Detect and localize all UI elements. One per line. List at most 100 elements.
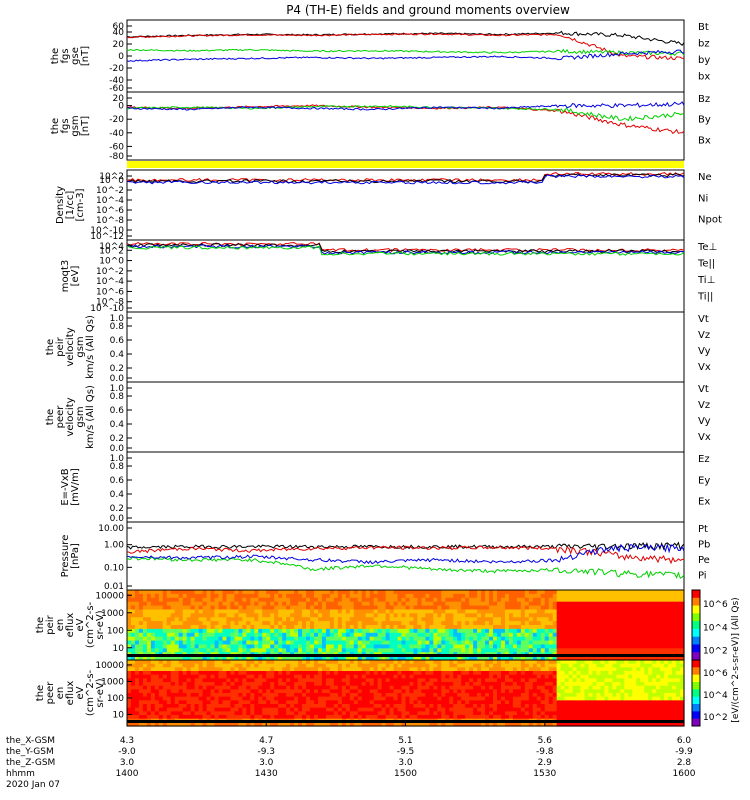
heatmap-cell: [572, 711, 578, 716]
heatmap-cell: [234, 682, 239, 687]
heatmap-cell: [369, 722, 375, 727]
heatmap-cell: [540, 656, 546, 661]
heatmap-cell: [286, 597, 291, 603]
heatmap-cell: [317, 632, 323, 638]
heatmap-cell: [397, 621, 403, 626]
heatmap-cell: [325, 678, 331, 683]
heatmap-cell: [174, 696, 180, 701]
heatmap-cell: [222, 628, 228, 634]
heatmap-cell: [556, 628, 562, 634]
heatmap-cell: [481, 656, 486, 661]
heatmap-cell: [313, 671, 319, 676]
y-tick-label: 0: [118, 102, 124, 112]
heatmap-cell: [127, 621, 132, 626]
y-label-line: peir: [55, 336, 66, 356]
heatmap-cell: [540, 590, 546, 595]
heatmap-cell: [337, 715, 343, 720]
heatmap-cell: [664, 640, 669, 646]
heatmap-cell: [142, 628, 148, 634]
heatmap-cell: [445, 689, 450, 694]
heatmap-cell: [226, 707, 232, 712]
heatmap-cell: [409, 613, 415, 618]
heatmap-cell: [441, 632, 446, 638]
heatmap-cell: [437, 678, 442, 683]
heatmap-cell: [333, 711, 339, 716]
heatmap-cell: [234, 605, 239, 611]
heatmap-cell: [433, 685, 438, 690]
heatmap-cell: [584, 590, 590, 595]
heatmap-cell: [127, 674, 132, 679]
heatmap-cell: [306, 632, 311, 638]
heatmap-cell: [246, 667, 251, 672]
heatmap-cell: [373, 689, 379, 694]
heatmap-cell: [270, 621, 275, 626]
heatmap-cell: [497, 711, 502, 716]
heatmap-cell: [536, 597, 542, 603]
heatmap-cell: [504, 628, 510, 634]
heatmap-cell: [345, 590, 351, 595]
heatmap-cell: [393, 711, 399, 716]
heatmap-cell: [465, 636, 470, 642]
heatmap-cell: [604, 667, 610, 672]
heatmap-cell: [158, 678, 164, 683]
heatmap-cell: [481, 621, 486, 626]
heatmap-cell: [660, 593, 665, 599]
heatmap-cell: [672, 640, 677, 646]
heatmap-cell: [317, 644, 323, 649]
heatmap-cell: [564, 632, 570, 638]
heatmap-cell: [242, 617, 247, 622]
heatmap-cell: [552, 625, 558, 630]
heatmap-cell: [146, 700, 152, 705]
heatmap-cell: [612, 597, 617, 603]
heatmap-cell: [138, 667, 144, 672]
heatmap-cell: [564, 648, 570, 653]
heatmap-cell: [274, 628, 279, 634]
heatmap-cell: [568, 693, 574, 698]
heatmap-cell: [290, 625, 295, 630]
heatmap-cell: [154, 693, 160, 698]
heatmap-cell: [182, 711, 188, 716]
heatmap-cell: [353, 685, 359, 690]
heatmap-cell: [552, 663, 558, 668]
heatmap-cell: [604, 632, 610, 638]
heatmap-cell: [576, 648, 582, 653]
heatmap-cell: [500, 667, 506, 672]
heatmap-cell: [393, 621, 399, 626]
heatmap-cell: [500, 644, 506, 649]
heatmap-cell: [142, 625, 148, 630]
heatmap-cell: [544, 704, 550, 709]
heatmap-cell: [278, 689, 283, 694]
heatmap-cell: [294, 656, 299, 661]
heatmap-cell: [262, 663, 267, 668]
heatmap-cell: [190, 621, 196, 626]
heatmap-cell: [150, 632, 156, 638]
heatmap-cell: [166, 663, 172, 668]
heatmap-cell: [174, 682, 180, 687]
heatmap-cell: [620, 636, 625, 642]
heatmap-cell: [178, 648, 184, 653]
heatmap-cell: [154, 590, 160, 595]
heatmap-cell: [497, 609, 502, 614]
heatmap-cell: [449, 656, 454, 661]
heatmap-cell: [580, 678, 586, 683]
heatmap-cell: [540, 711, 546, 716]
heatmap-cell: [421, 605, 426, 611]
heatmap-cell: [433, 625, 438, 630]
heatmap-cell: [552, 640, 558, 646]
heatmap-cell: [321, 605, 327, 611]
heatmap-cell: [620, 621, 625, 626]
heatmap-cell: [290, 700, 295, 705]
heatmap-cell: [365, 700, 371, 705]
heatmap-cell: [238, 617, 243, 622]
heatmap-cell: [306, 605, 311, 611]
heatmap-cell: [365, 644, 371, 649]
heatmap-cell: [286, 671, 291, 676]
heatmap-cell: [624, 601, 629, 607]
heatmap-cell: [222, 674, 228, 679]
heatmap-cell: [298, 656, 303, 661]
heatmap-cell: [512, 660, 518, 665]
heatmap-cell: [194, 636, 200, 642]
y-tick-label: 0.8: [110, 462, 125, 472]
heatmap-cell: [620, 628, 625, 634]
heatmap-cell: [449, 625, 454, 630]
